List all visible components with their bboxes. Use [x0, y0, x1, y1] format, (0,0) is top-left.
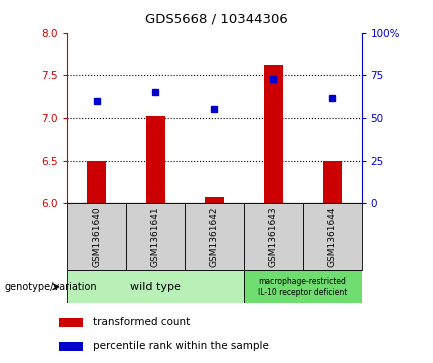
Bar [244, 203, 303, 270]
Text: wild type: wild type [130, 282, 181, 292]
Bar [323, 160, 342, 203]
Bar [67, 270, 244, 303]
Bar [303, 203, 362, 270]
Bar [59, 318, 83, 327]
Text: GSM1361643: GSM1361643 [269, 207, 278, 267]
Bar [87, 160, 106, 203]
Text: GSM1361642: GSM1361642 [210, 207, 219, 267]
Bar [244, 270, 362, 303]
Text: GSM1361641: GSM1361641 [151, 207, 160, 267]
Bar [67, 203, 126, 270]
Text: percentile rank within the sample: percentile rank within the sample [93, 341, 268, 351]
Text: macrophage-restricted
IL-10 receptor deficient: macrophage-restricted IL-10 receptor def… [258, 277, 347, 297]
Text: genotype/variation: genotype/variation [4, 282, 97, 292]
Bar [205, 197, 224, 203]
Bar [185, 203, 244, 270]
Bar [126, 203, 185, 270]
Bar [264, 65, 283, 203]
Text: transformed count: transformed count [93, 317, 190, 327]
Text: GDS5668 / 10344306: GDS5668 / 10344306 [145, 13, 288, 26]
Text: GSM1361644: GSM1361644 [328, 207, 336, 267]
Bar [59, 342, 83, 351]
Bar [146, 116, 165, 203]
Text: GSM1361640: GSM1361640 [92, 207, 101, 267]
